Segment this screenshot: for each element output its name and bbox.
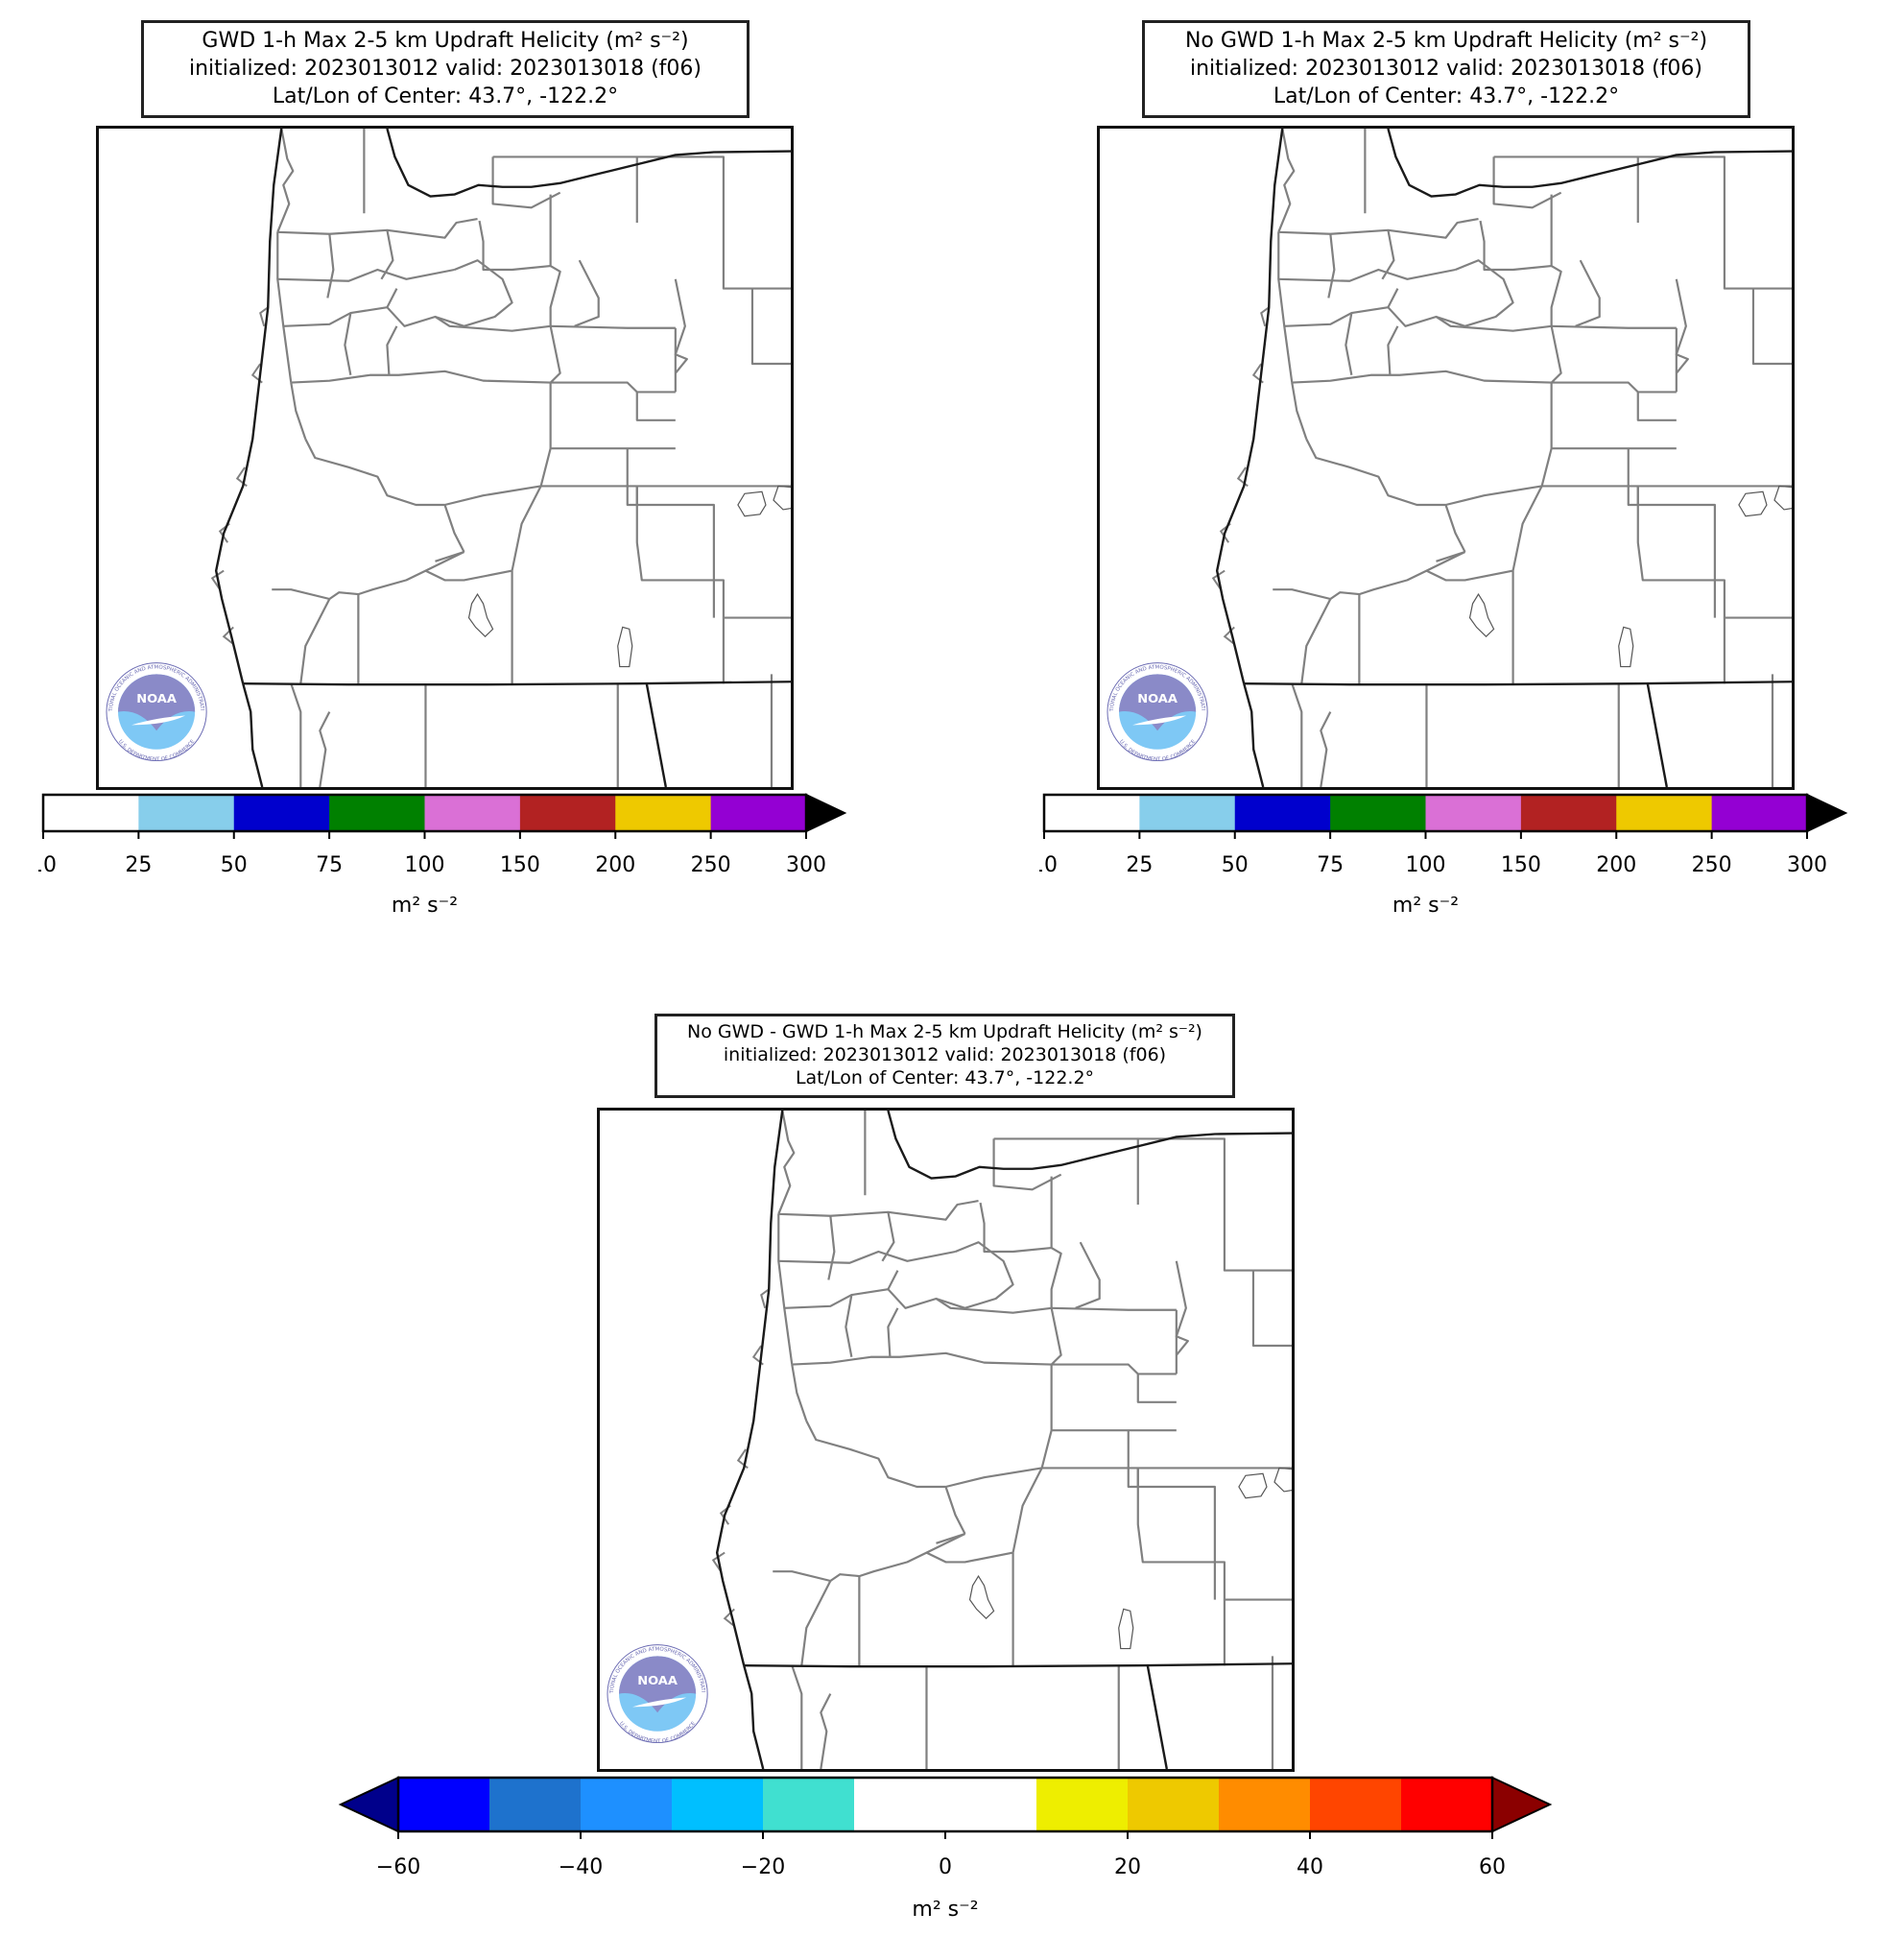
lakes: [968, 1467, 1292, 1650]
map-oregon: NOAANATIONAL OCEANIC AND ATMOSPHERIC ADM…: [597, 1108, 1295, 1772]
title-line-2: initialized: 2023013012 valid: 202301301…: [723, 1044, 1167, 1065]
colorbar-segment: [1616, 795, 1713, 831]
panel-title: GWD 1-h Max 2-5 km Updraft Helicity (m² …: [141, 20, 750, 118]
colorbar-segment: [1128, 1778, 1220, 1831]
county-boundaries: [711, 1111, 1292, 1769]
svg-text:NATIONAL OCEANIC AND ATMOSPHER: NATIONAL OCEANIC AND ATMOSPHERIC ADMINIS…: [1100, 129, 1205, 712]
state-boundaries: [214, 129, 791, 787]
colorbar-tick-label: 25: [125, 853, 152, 877]
colorbar-tick-label: 100: [405, 853, 445, 877]
colorbar-tick-label: 300: [786, 853, 826, 877]
panel-title: No GWD - GWD 1-h Max 2-5 km Updraft Heli…: [654, 1014, 1235, 1098]
colorbar-segment: [1425, 795, 1522, 831]
colorbar-segment: [710, 795, 807, 831]
colorbar-tick-label: 300: [1787, 853, 1827, 877]
county-boundaries: [210, 129, 791, 787]
colorbar-extend-arrow: [1806, 793, 1848, 833]
title-line-2: initialized: 2023013012 valid: 202301301…: [189, 57, 702, 81]
lakes: [1468, 485, 1792, 668]
colorbar-segment: [43, 795, 139, 831]
colorbar-tick-label: 100: [1406, 853, 1446, 877]
colorbar-tick-label: 50: [1222, 853, 1249, 877]
colorbar-segment: [233, 795, 330, 831]
noaa-logo-icon: NOAANATIONAL OCEANIC AND ATMOSPHERIC ADM…: [1100, 129, 1208, 763]
title-line-3: Lat/Lon of Center: 43.7°, -122.2°: [272, 84, 619, 108]
state-boundaries: [1215, 129, 1792, 787]
map-oregon: NOAANATIONAL OCEANIC AND ATMOSPHERIC ADM…: [1097, 126, 1795, 790]
colorbar-segment: [398, 1778, 490, 1831]
colorbar-tick-label: 60: [1479, 1855, 1506, 1879]
colorbar-segment: [1310, 1778, 1402, 1831]
noaa-logo-icon: NOAANATIONAL OCEANIC AND ATMOSPHERIC ADM…: [99, 129, 207, 763]
colorbar-unit-label: m² s⁻²: [912, 1898, 978, 1922]
colorbar-unit-label: m² s⁻²: [1392, 894, 1459, 917]
noaa-logo-icon: NOAANATIONAL OCEANIC AND ATMOSPHERIC ADM…: [600, 1111, 708, 1745]
colorbar-extend-arrow-high: [1491, 1776, 1553, 1833]
title-line-3: Lat/Lon of Center: 43.7°, -122.2°: [795, 1067, 1095, 1088]
title-line-2: initialized: 2023013012 valid: 202301301…: [1190, 57, 1702, 81]
colorbar-segment: [763, 1778, 855, 1831]
colorbar-segment: [489, 1778, 582, 1831]
colorbar-tick-label: 250: [1692, 853, 1732, 877]
title-line-3: Lat/Lon of Center: 43.7°, -122.2°: [1273, 84, 1620, 108]
colorbar-tick-label: 50: [221, 853, 248, 877]
colorbar-segment: [519, 795, 616, 831]
panel-title: No GWD 1-h Max 2-5 km Updraft Helicity (…: [1142, 20, 1750, 118]
colorbar-segment: [1711, 795, 1808, 831]
map-oregon: NOAANATIONAL OCEANIC AND ATMOSPHERIC ADM…: [96, 126, 794, 790]
colorbar-segment: [1520, 795, 1617, 831]
logo-text: NOAA: [136, 692, 177, 706]
colorbar-segment: [1330, 795, 1426, 831]
colorbar-segment: [854, 1778, 946, 1831]
colorbar-segment: [615, 795, 712, 831]
colorbar-tick-label: −60: [376, 1855, 420, 1879]
colorbar-tick-label: 10: [1039, 853, 1058, 877]
colorbar-segment: [424, 795, 521, 831]
logo-text: NOAA: [637, 1674, 678, 1688]
colorbar-segment: [1219, 1778, 1311, 1831]
colorbar-segment: [1036, 1778, 1129, 1831]
colorbar-segment: [581, 1778, 673, 1831]
state-boundaries: [715, 1111, 1292, 1769]
colorbar-unit-label: m² s⁻²: [392, 894, 458, 917]
colorbar: 10 25 50 75 100 150 200 250 300 m² s⁻²: [1039, 793, 1848, 917]
colorbar-segment: [1234, 795, 1331, 831]
colorbar-segment: [1401, 1778, 1493, 1831]
colorbar: −60 −40 −20 0 20 40 60 m² s⁻²: [338, 1776, 1553, 1922]
colorbar-tick-label: 0: [939, 1855, 952, 1879]
colorbar-tick-label: 20: [1114, 1855, 1141, 1879]
colorbar-tick-label: 10: [38, 853, 57, 877]
title-line-1: No GWD 1-h Max 2-5 km Updraft Helicity (…: [1184, 29, 1708, 53]
colorbar-tick-label: 25: [1126, 853, 1153, 877]
title-line-1: No GWD - GWD 1-h Max 2-5 km Updraft Heli…: [687, 1021, 1202, 1042]
title-line-1: GWD 1-h Max 2-5 km Updraft Helicity (m² …: [202, 29, 689, 53]
county-boundaries: [1211, 129, 1792, 787]
colorbar-tick-label: 200: [1596, 853, 1636, 877]
colorbar-segment: [329, 795, 425, 831]
colorbar-tick-label: 75: [316, 853, 343, 877]
colorbar-extend-arrow: [805, 793, 847, 833]
svg-text:NATIONAL OCEANIC AND ATMOSPHER: NATIONAL OCEANIC AND ATMOSPHERIC ADMINIS…: [600, 1111, 705, 1694]
colorbar-tick-label: 150: [1501, 853, 1541, 877]
colorbar-segment: [945, 1778, 1037, 1831]
colorbar-tick-label: 150: [500, 853, 540, 877]
colorbar-extend-arrow-low: [338, 1776, 399, 1833]
svg-text:NATIONAL OCEANIC AND ATMOSPHER: NATIONAL OCEANIC AND ATMOSPHERIC ADMINIS…: [99, 129, 204, 712]
colorbar-segment: [1044, 795, 1140, 831]
colorbar-tick-label: −20: [741, 1855, 785, 1879]
colorbar-tick-label: 40: [1297, 1855, 1323, 1879]
logo-text: NOAA: [1137, 692, 1178, 706]
colorbar-tick-label: 200: [595, 853, 635, 877]
colorbar-segment: [138, 795, 235, 831]
colorbar-segment: [1139, 795, 1236, 831]
lakes: [467, 485, 791, 668]
colorbar-tick-label: −40: [559, 1855, 603, 1879]
colorbar: 10 25 50 75 100 150 200 250 300 m² s⁻²: [38, 793, 847, 917]
colorbar-tick-label: 250: [691, 853, 731, 877]
colorbar-segment: [672, 1778, 764, 1831]
colorbar-tick-label: 75: [1317, 853, 1344, 877]
